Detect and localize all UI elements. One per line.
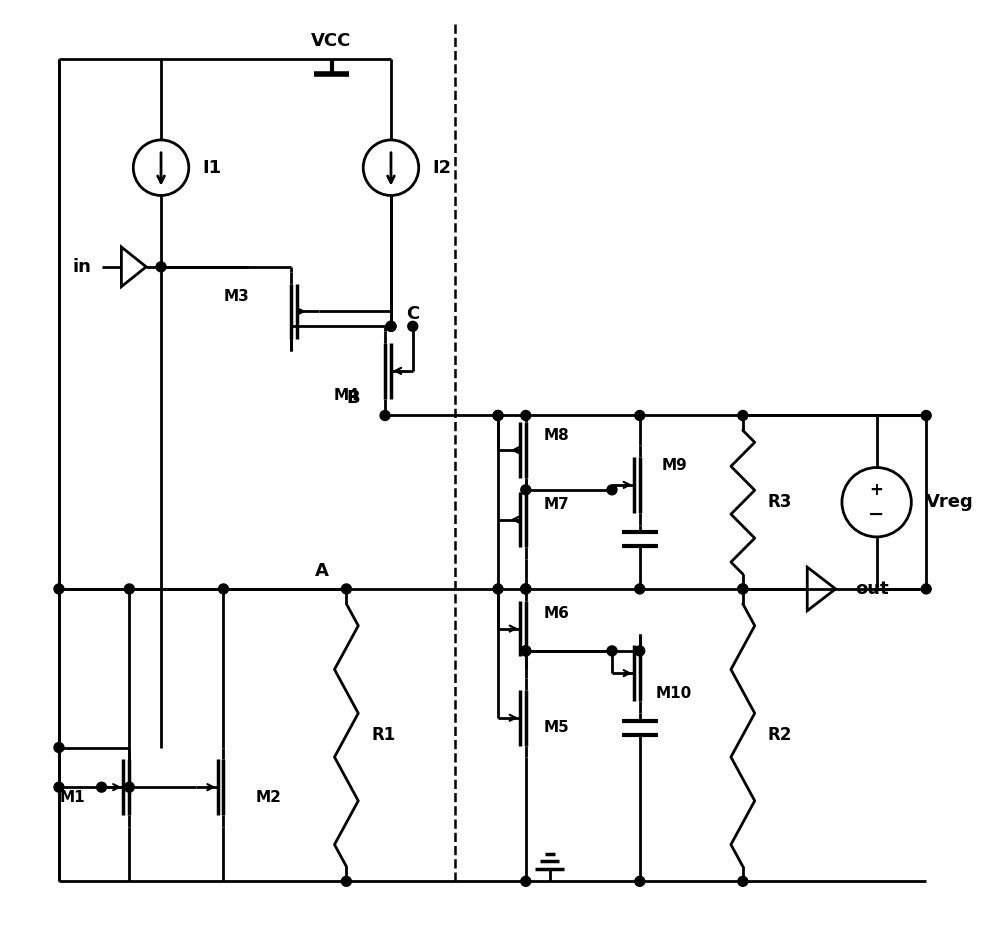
- Circle shape: [341, 584, 351, 594]
- Text: −: −: [868, 505, 885, 524]
- Circle shape: [607, 485, 617, 494]
- Circle shape: [521, 411, 531, 420]
- Circle shape: [521, 646, 531, 656]
- Circle shape: [635, 411, 645, 420]
- Circle shape: [380, 411, 390, 420]
- Circle shape: [54, 782, 64, 792]
- Text: R1: R1: [371, 726, 395, 744]
- Text: out: out: [855, 580, 889, 598]
- Circle shape: [493, 584, 503, 594]
- Text: Vreg: Vreg: [926, 494, 974, 511]
- Circle shape: [521, 584, 531, 594]
- Circle shape: [124, 584, 134, 594]
- Text: M5: M5: [544, 720, 569, 735]
- Text: M4: M4: [333, 388, 359, 403]
- Circle shape: [738, 584, 748, 594]
- Circle shape: [521, 485, 531, 494]
- Circle shape: [738, 411, 748, 420]
- Circle shape: [607, 646, 617, 656]
- Text: M3: M3: [223, 290, 249, 304]
- Circle shape: [219, 584, 228, 594]
- Circle shape: [156, 262, 166, 272]
- Circle shape: [408, 321, 418, 331]
- Text: R3: R3: [768, 494, 792, 511]
- Text: I2: I2: [433, 159, 452, 177]
- Text: in: in: [73, 258, 92, 275]
- Text: A: A: [315, 562, 329, 580]
- Text: M2: M2: [255, 790, 281, 805]
- Circle shape: [493, 411, 503, 420]
- Circle shape: [124, 782, 134, 792]
- Text: M10: M10: [656, 685, 692, 700]
- Text: M8: M8: [544, 428, 569, 443]
- Circle shape: [635, 646, 645, 656]
- Text: C: C: [406, 306, 419, 323]
- Circle shape: [921, 584, 931, 594]
- Text: I1: I1: [203, 159, 222, 177]
- Circle shape: [921, 411, 931, 420]
- Text: M6: M6: [544, 606, 569, 621]
- Circle shape: [521, 876, 531, 886]
- Circle shape: [635, 584, 645, 594]
- Circle shape: [635, 876, 645, 886]
- Text: M1: M1: [60, 790, 86, 805]
- Circle shape: [386, 321, 396, 331]
- Circle shape: [521, 646, 531, 656]
- Text: VCC: VCC: [311, 32, 352, 50]
- Circle shape: [738, 876, 748, 886]
- Circle shape: [341, 876, 351, 886]
- Text: M7: M7: [544, 497, 569, 512]
- Text: +: +: [870, 481, 884, 499]
- Text: B: B: [347, 388, 360, 407]
- Text: M9: M9: [662, 458, 687, 473]
- Circle shape: [54, 584, 64, 594]
- Circle shape: [386, 321, 396, 331]
- Text: R2: R2: [768, 726, 792, 744]
- Circle shape: [54, 743, 64, 753]
- Circle shape: [521, 584, 531, 594]
- Circle shape: [97, 782, 107, 792]
- Circle shape: [493, 411, 503, 420]
- Circle shape: [738, 584, 748, 594]
